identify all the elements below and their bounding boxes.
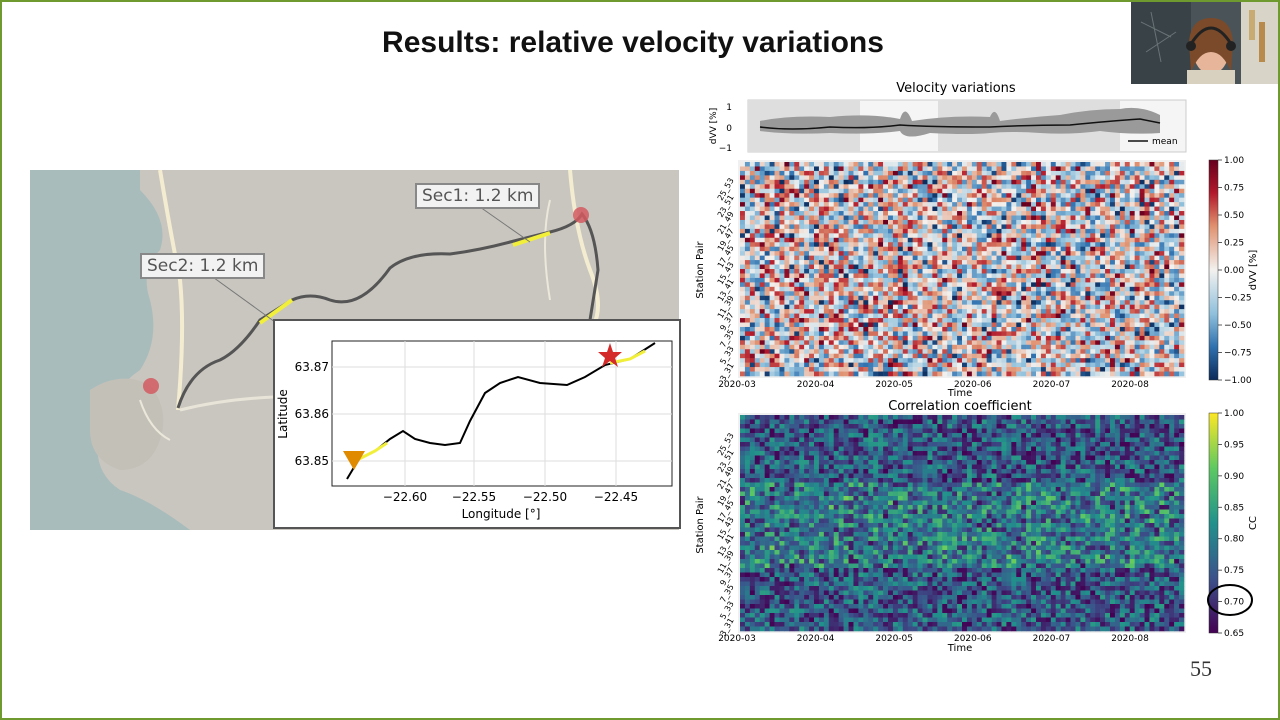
hm2-xlabel: Time bbox=[947, 643, 972, 654]
sec1-label: Sec1: 1.2 km bbox=[415, 183, 541, 209]
svg-text:0.75: 0.75 bbox=[1224, 184, 1244, 194]
start-triangle-icon bbox=[343, 451, 365, 470]
svg-text:63.87: 63.87 bbox=[295, 360, 329, 374]
svg-text:−0.25: −0.25 bbox=[1224, 294, 1252, 304]
legend-mean: mean bbox=[1152, 137, 1178, 147]
svg-text:1: 1 bbox=[726, 103, 732, 113]
station-marker-east bbox=[573, 207, 589, 223]
svg-text:−1.00: −1.00 bbox=[1224, 376, 1252, 386]
svg-text:−0.50: −0.50 bbox=[1224, 321, 1252, 331]
svg-text:0.25: 0.25 bbox=[1224, 239, 1244, 249]
webcam-video bbox=[1131, 2, 1278, 84]
svg-text:−1: −1 bbox=[719, 144, 732, 154]
sec1-highlight bbox=[512, 231, 551, 247]
svg-text:63.85: 63.85 bbox=[295, 454, 329, 468]
inset-xlabel: Longitude [°] bbox=[462, 507, 541, 521]
dvv-heatmap bbox=[738, 160, 1186, 378]
svg-text:−22.50: −22.50 bbox=[523, 490, 567, 504]
svg-text:0.50: 0.50 bbox=[1224, 211, 1244, 221]
svg-text:dVV [%]: dVV [%] bbox=[709, 108, 719, 144]
station-marker-west bbox=[143, 378, 159, 394]
svg-text:0.00: 0.00 bbox=[1224, 266, 1244, 276]
map-figure: Sec1: 1.2 km Sec2: 1.2 km −22.60 −22.55 … bbox=[30, 169, 681, 530]
hm1-xlabel: Time bbox=[947, 388, 972, 399]
svg-text:−0.75: −0.75 bbox=[1224, 349, 1252, 359]
velocity-title: Velocity variations bbox=[896, 81, 1016, 96]
cc-heatmap bbox=[738, 413, 1186, 633]
inset-plot: −22.60 −22.55 −22.50 −22.45 63.87 63.86 … bbox=[273, 319, 681, 529]
svg-text:2020-04: 2020-04 bbox=[797, 380, 835, 390]
svg-text:2020-07: 2020-07 bbox=[1033, 380, 1071, 390]
inset-ylabel: Latitude bbox=[276, 389, 290, 438]
hm2-ylabel: Station Pair bbox=[695, 495, 706, 553]
svg-text:2020-08: 2020-08 bbox=[1111, 380, 1149, 390]
sec2-highlight bbox=[258, 298, 294, 325]
svg-text:−22.45: −22.45 bbox=[594, 490, 638, 504]
svg-text:0: 0 bbox=[726, 124, 732, 134]
star-icon bbox=[598, 343, 622, 367]
results-figure: Velocity variations mean 1 0 −1 dVV [%] … bbox=[690, 75, 1270, 660]
svg-text:−22.55: −22.55 bbox=[452, 490, 496, 504]
svg-text:1.00: 1.00 bbox=[1224, 156, 1244, 166]
slide-title: Results: relative velocity variations bbox=[382, 26, 884, 59]
sec2-label: Sec2: 1.2 km bbox=[140, 253, 266, 279]
slide-number: 55 bbox=[1190, 656, 1212, 681]
hm1-ylabel: Station Pair bbox=[695, 240, 706, 298]
svg-text:2020-03: 2020-03 bbox=[718, 380, 756, 390]
svg-text:63.86: 63.86 bbox=[295, 407, 329, 421]
svg-text:dVV [%]: dVV [%] bbox=[1248, 250, 1259, 291]
svg-text:2020-05: 2020-05 bbox=[875, 380, 913, 390]
cc-title: Correlation coefficient bbox=[888, 399, 1032, 414]
highlight-circle bbox=[1207, 584, 1253, 616]
svg-text:2020-06: 2020-06 bbox=[954, 380, 992, 390]
svg-text:−22.60: −22.60 bbox=[383, 490, 427, 504]
